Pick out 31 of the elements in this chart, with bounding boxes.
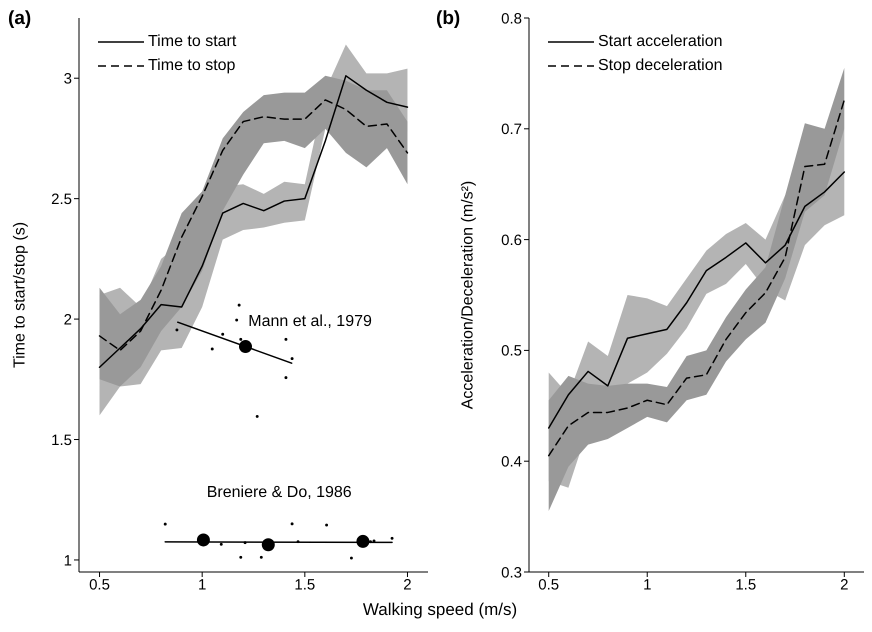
legend-label: Stop deceleration [598,57,723,75]
x-tick-label: 2 [840,576,848,594]
x-tick-label: 0.5 [538,576,560,594]
x-tick-label: 0.5 [89,576,110,594]
y-tick-label: 1 [64,552,72,570]
y-tick-label: 0.4 [501,454,522,471]
y-tick-label: 1.5 [51,432,72,449]
chart-title: (b) [436,8,460,30]
legend-label: Start acceleration [598,33,723,51]
x-tick-label: 1 [643,576,652,594]
y-tick-label: 0.6 [501,232,522,249]
y-axis-title: Time to start/stop (s) [12,222,28,368]
x-tick-label: 1.5 [294,576,316,594]
annotation: Breniere & Do, 1986 [206,483,352,504]
y-tick-label: 0.5 [501,342,522,360]
line-series [548,99,846,456]
legend-label: Time to start [148,33,236,51]
y-axis-title: Acceleration/Deceleration (m/s²) [460,180,476,410]
y-tick-label: 2 [64,311,72,328]
y-tick-label: 3 [64,70,72,88]
y-tick-label: 2.5 [51,190,72,208]
y-tick-label: 0.8 [501,10,522,28]
legend-label: Time to stop [148,57,236,75]
chart-title: (a) [8,8,32,30]
y-tick-label: 0.7 [501,121,522,138]
x-axis-title: Walking speed (m/s) [362,600,518,620]
x-tick-label: 1 [198,576,206,594]
y-tick-label: 0.3 [501,564,522,582]
x-tick-label: 1.5 [735,576,756,594]
x-tick-label: 2 [403,576,412,594]
annotation: Mann et al., 1979 [248,312,372,332]
